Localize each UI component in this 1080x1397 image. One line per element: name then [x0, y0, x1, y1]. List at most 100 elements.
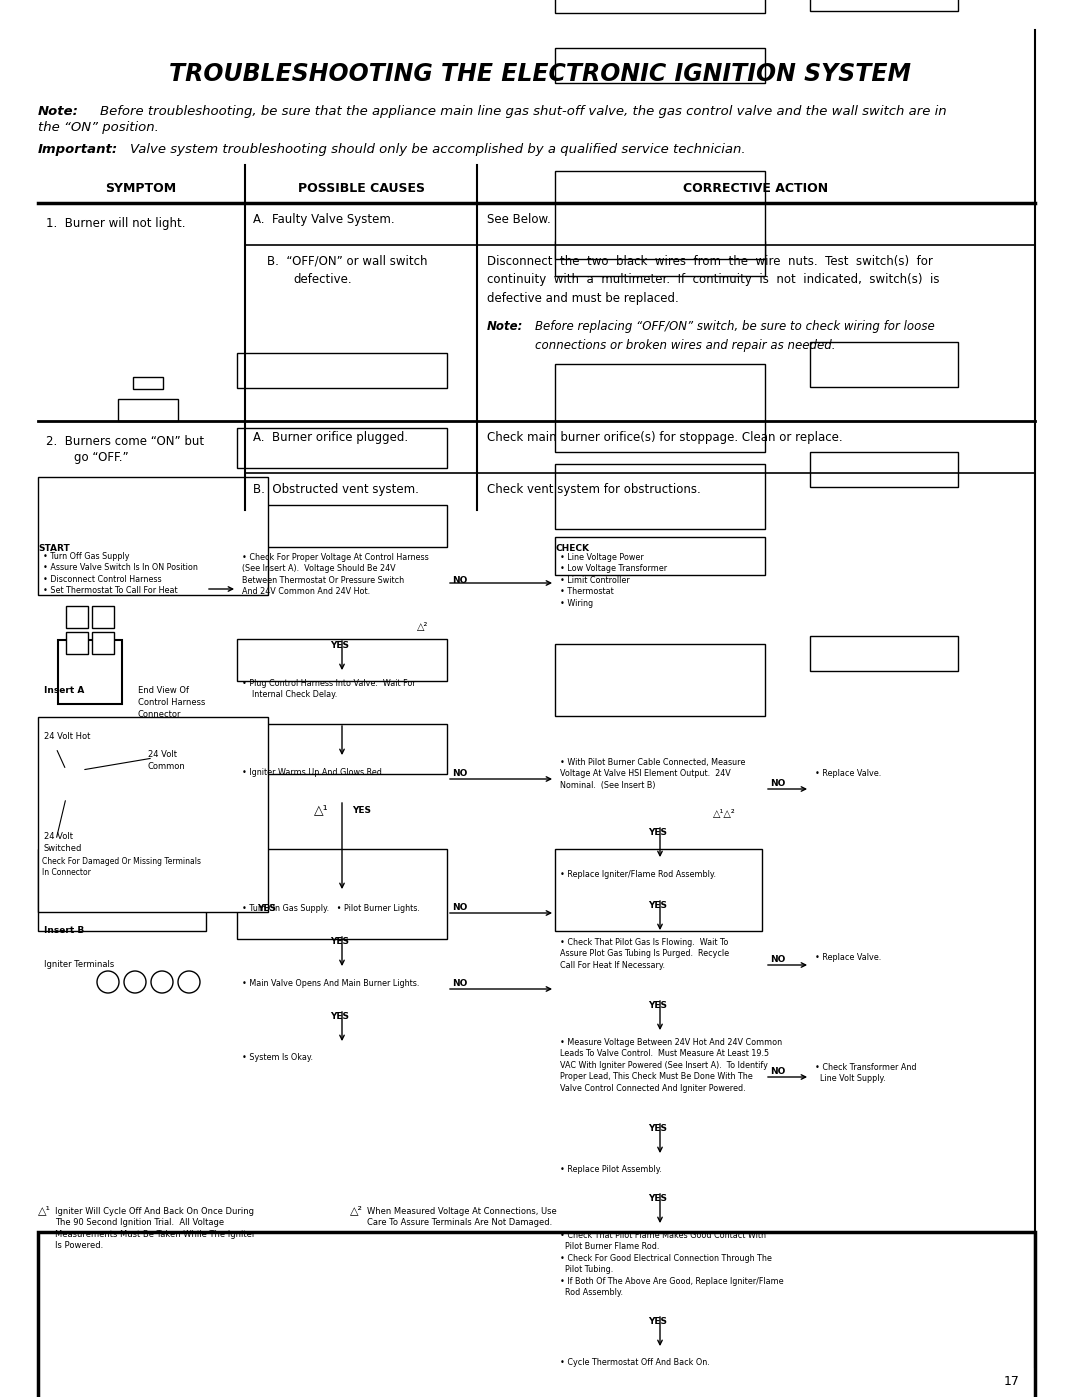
Text: • Plug Control Harness Into Valve.  Wait For
    Internal Check Delay.: • Plug Control Harness Into Valve. Wait … [242, 679, 416, 700]
Text: YES: YES [648, 1317, 667, 1326]
Text: 24 Volt
Switched: 24 Volt Switched [44, 833, 82, 852]
Bar [237, 724, 447, 774]
Text: • Replace Valve.: • Replace Valve. [815, 953, 881, 963]
Text: • Check That Pilot Gas Is Flowing.  Wait To
Assure Plot Gas Tubing Is Purged.  R: • Check That Pilot Gas Is Flowing. Wait … [561, 937, 729, 970]
Text: YES: YES [330, 1011, 349, 1021]
Text: When Measured Voltage At Connections, Use
Care To Assure Terminals Are Not Damag: When Measured Voltage At Connections, Us… [367, 1207, 557, 1228]
Bar [38, 1232, 1035, 1397]
Text: YES: YES [352, 806, 372, 814]
Text: TROUBLESHOOTING THE ELECTRONIC IGNITION SYSTEM: TROUBLESHOOTING THE ELECTRONIC IGNITION … [168, 61, 912, 87]
Text: START: START [38, 543, 70, 553]
Text: A.  Faulty Valve System.: A. Faulty Valve System. [253, 212, 394, 226]
Text: Before troubleshooting, be sure that the appliance main line gas shut-off valve,: Before troubleshooting, be sure that the… [100, 105, 947, 117]
Text: • Cycle Thermostat Off And Back On.: • Cycle Thermostat Off And Back On. [561, 1358, 710, 1368]
Text: CHECK: CHECK [555, 543, 589, 553]
Text: YES: YES [648, 901, 667, 909]
Bar [118, 400, 178, 420]
Text: End View Of
Control Harness
Connector: End View Of Control Harness Connector [138, 686, 205, 718]
Text: B.  “OFF/ON” or wall switch: B. “OFF/ON” or wall switch [267, 256, 428, 268]
Bar [38, 849, 206, 930]
Text: Igniter Will Cycle Off And Back On Once During
The 90 Second Ignition Trial.  Al: Igniter Will Cycle Off And Back On Once … [55, 1207, 255, 1250]
Text: • Turn Off Gas Supply
• Assure Valve Switch Is In ON Position
• Disconnect Contr: • Turn Off Gas Supply • Assure Valve Swi… [43, 552, 198, 595]
Text: Note:: Note: [487, 320, 524, 332]
Text: • Check Transformer And
  Line Volt Supply.: • Check Transformer And Line Volt Supply… [815, 1063, 917, 1084]
Text: Insert A: Insert A [44, 686, 84, 694]
Text: • Replace Valve.: • Replace Valve. [815, 768, 881, 778]
Bar [38, 717, 268, 912]
Bar [66, 606, 87, 629]
Bar [237, 504, 447, 548]
Text: 2.  Burners come “ON” but: 2. Burners come “ON” but [46, 434, 204, 448]
Text: Disconnect  the  two  black  wires  from  the  wire  nuts.  Test  switch(s)  for: Disconnect the two black wires from the … [487, 256, 940, 305]
Text: Check vent system for obstructions.: Check vent system for obstructions. [487, 483, 701, 496]
Text: NO: NO [770, 1067, 785, 1076]
Text: Before replacing “OFF/ON” switch, be sure to check wiring for loose
connections : Before replacing “OFF/ON” switch, be sur… [535, 320, 935, 352]
Text: NO: NO [770, 956, 785, 964]
Bar [555, 464, 765, 529]
Text: defective.: defective. [293, 272, 352, 286]
Text: • Main Valve Opens And Main Burner Lights.: • Main Valve Opens And Main Burner Light… [242, 979, 419, 988]
Text: NO: NO [453, 902, 468, 912]
Bar [66, 631, 87, 654]
Text: the “ON” position.: the “ON” position. [38, 122, 159, 134]
Bar [237, 353, 447, 388]
Text: YES: YES [330, 641, 349, 650]
Bar [237, 638, 447, 680]
Text: • Replace Igniter/Flame Rod Assembly.: • Replace Igniter/Flame Rod Assembly. [561, 870, 716, 879]
Text: • Turn On Gas Supply.   • Pilot Burner Lights.: • Turn On Gas Supply. • Pilot Burner Lig… [242, 904, 420, 914]
Bar [810, 342, 958, 387]
Bar [237, 427, 447, 468]
Bar [555, 170, 765, 258]
Text: Insert B: Insert B [44, 926, 84, 935]
Text: • Measure Voltage Between 24V Hot And 24V Common
Leads To Valve Control.  Must M: • Measure Voltage Between 24V Hot And 24… [561, 1038, 782, 1092]
Text: Valve system troubleshooting should only be accomplished by a qualified service : Valve system troubleshooting should only… [130, 142, 745, 156]
Text: △¹: △¹ [314, 803, 328, 816]
Text: △²: △² [350, 1206, 363, 1215]
Text: • Line Voltage Power
• Low Voltage Transformer
• Limit Controller
• Thermostat
•: • Line Voltage Power • Low Voltage Trans… [561, 553, 667, 608]
Text: • Check That Pilot Flame Makes Good Contact With
  Pilot Burner Flame Rod.
• Che: • Check That Pilot Flame Makes Good Cont… [561, 1231, 784, 1298]
Bar [555, 849, 762, 930]
Text: 24 Volt
Common: 24 Volt Common [148, 750, 186, 771]
Text: See Below.: See Below. [487, 212, 551, 226]
Text: YES: YES [648, 828, 667, 837]
Text: CORRECTIVE ACTION: CORRECTIVE ACTION [684, 183, 828, 196]
Text: 17: 17 [1004, 1375, 1020, 1389]
Text: Note:: Note: [38, 105, 79, 117]
Bar [810, 453, 958, 488]
Text: • Check For Proper Voltage At Control Harness
(See Insert A).  Voltage Should Be: • Check For Proper Voltage At Control Ha… [242, 553, 429, 597]
Bar [92, 606, 114, 629]
Bar [555, 0, 765, 13]
Text: Check main burner orifice(s) for stoppage. Clean or replace.: Check main burner orifice(s) for stoppag… [487, 432, 842, 444]
Bar [555, 365, 765, 453]
Text: • System Is Okay.: • System Is Okay. [242, 1053, 313, 1062]
Text: YES: YES [330, 937, 349, 946]
Text: NO: NO [770, 780, 785, 788]
Text: Important:: Important: [38, 142, 118, 156]
Text: △²: △² [417, 622, 429, 631]
Text: YES: YES [648, 1125, 667, 1133]
Text: • Igniter Warms Up And Glows Red.: • Igniter Warms Up And Glows Red. [242, 768, 384, 777]
Bar [555, 644, 765, 717]
Bar [38, 476, 268, 595]
Text: A.  Burner orifice plugged.: A. Burner orifice plugged. [253, 432, 408, 444]
Text: • Replace Pilot Assembly.: • Replace Pilot Assembly. [561, 1165, 662, 1173]
Text: SYMPTOM: SYMPTOM [106, 183, 176, 196]
Text: • With Pilot Burner Cable Connected, Measure
Voltage At Valve HSI Element Output: • With Pilot Burner Cable Connected, Mea… [561, 759, 745, 789]
Bar [555, 536, 765, 576]
Text: Igniter Terminals: Igniter Terminals [44, 960, 114, 970]
Bar [58, 640, 122, 704]
Text: 24 Volt Hot: 24 Volt Hot [44, 732, 91, 740]
Bar [810, 636, 958, 671]
Text: go “OFF.”: go “OFF.” [75, 451, 129, 464]
Text: POSSIBLE CAUSES: POSSIBLE CAUSES [297, 183, 424, 196]
Text: NO: NO [453, 768, 468, 778]
Text: B.  Obstructed vent system.: B. Obstructed vent system. [253, 483, 419, 496]
Text: NO: NO [453, 979, 468, 988]
Bar [237, 849, 447, 939]
Bar [810, 0, 958, 11]
Text: Check For Damaged Or Missing Terminals
In Connector: Check For Damaged Or Missing Terminals I… [42, 856, 201, 877]
Text: △¹△²: △¹△² [713, 809, 735, 819]
Text: △¹: △¹ [38, 1206, 51, 1215]
Text: YES: YES [648, 1194, 667, 1203]
Text: YES: YES [648, 1002, 667, 1010]
